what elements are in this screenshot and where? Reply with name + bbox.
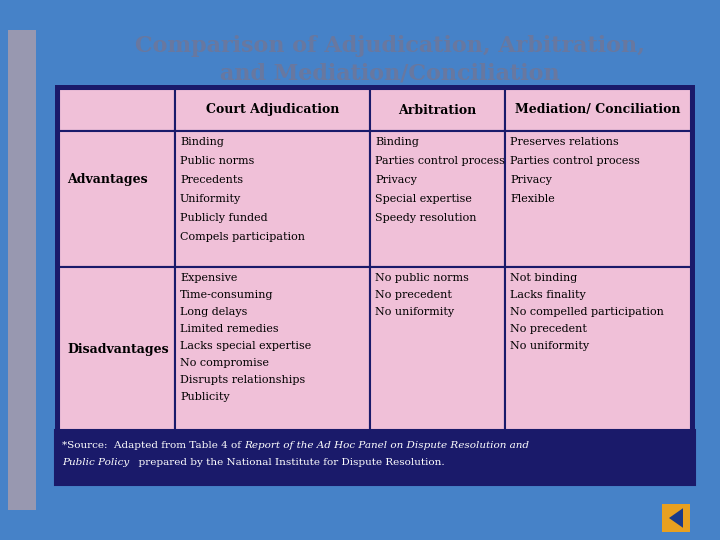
Text: Disadvantages: Disadvantages bbox=[67, 342, 168, 355]
Text: No precedent: No precedent bbox=[375, 290, 452, 300]
Bar bbox=[175, 89, 370, 131]
Text: Flexible: Flexible bbox=[510, 194, 554, 204]
Bar bbox=[55, 85, 695, 485]
Text: Advantages: Advantages bbox=[67, 172, 148, 186]
Text: Expensive: Expensive bbox=[180, 273, 238, 283]
Text: Parties control process: Parties control process bbox=[375, 156, 505, 166]
Text: *Source:  Adapted from Table 4 of: *Source: Adapted from Table 4 of bbox=[62, 441, 244, 450]
Text: Limited remedies: Limited remedies bbox=[180, 324, 279, 334]
Text: Uniformity: Uniformity bbox=[180, 194, 241, 204]
Bar bbox=[505, 131, 691, 267]
Text: Report of the Ad Hoc Panel on Dispute Resolution and: Report of the Ad Hoc Panel on Dispute Re… bbox=[244, 441, 529, 450]
Text: Not binding: Not binding bbox=[510, 273, 577, 283]
Text: Publicly funded: Publicly funded bbox=[180, 213, 268, 223]
Text: No compromise: No compromise bbox=[180, 358, 269, 368]
Text: Privacy: Privacy bbox=[510, 175, 552, 185]
Text: Binding: Binding bbox=[375, 137, 419, 147]
Text: No public norms: No public norms bbox=[375, 273, 469, 283]
Text: No compelled participation: No compelled participation bbox=[510, 307, 664, 317]
Text: Comparison of Adjudication, Arbitration,
and Mediation/Conciliation: Comparison of Adjudication, Arbitration,… bbox=[135, 35, 645, 84]
Bar bbox=[370, 89, 505, 131]
Text: Long delays: Long delays bbox=[180, 307, 248, 317]
Text: Binding: Binding bbox=[180, 137, 224, 147]
Bar bbox=[55, 430, 695, 485]
Bar bbox=[59, 267, 175, 481]
Text: Parties control process: Parties control process bbox=[510, 156, 640, 166]
Bar bbox=[175, 267, 370, 481]
Text: Disrupts relationships: Disrupts relationships bbox=[180, 375, 305, 385]
Bar bbox=[59, 131, 175, 267]
Bar bbox=[505, 89, 691, 131]
Text: Public norms: Public norms bbox=[180, 156, 254, 166]
Text: Publicity: Publicity bbox=[180, 392, 230, 402]
Text: Privacy: Privacy bbox=[375, 175, 417, 185]
Bar bbox=[59, 89, 175, 131]
Bar bbox=[370, 267, 505, 481]
Text: No uniformity: No uniformity bbox=[375, 307, 454, 317]
Text: Mediation/ Conciliation: Mediation/ Conciliation bbox=[516, 104, 680, 117]
Text: Lacks finality: Lacks finality bbox=[510, 290, 586, 300]
Text: Preserves relations: Preserves relations bbox=[510, 137, 618, 147]
Text: prepared by the National Institute for Dispute Resolution.: prepared by the National Institute for D… bbox=[132, 458, 445, 467]
Text: Time-consuming: Time-consuming bbox=[180, 290, 274, 300]
Text: Compels participation: Compels participation bbox=[180, 232, 305, 242]
Bar bbox=[175, 131, 370, 267]
Text: Special expertise: Special expertise bbox=[375, 194, 472, 204]
Text: No uniformity: No uniformity bbox=[510, 341, 589, 351]
Bar bbox=[505, 267, 691, 481]
Polygon shape bbox=[669, 508, 683, 528]
Bar bbox=[662, 504, 690, 532]
Text: Speedy resolution: Speedy resolution bbox=[375, 213, 477, 223]
Bar bbox=[8, 30, 36, 510]
Text: Public Policy: Public Policy bbox=[62, 458, 130, 467]
Text: Precedents: Precedents bbox=[180, 175, 243, 185]
Text: No precedent: No precedent bbox=[510, 324, 587, 334]
Text: Arbitration: Arbitration bbox=[398, 104, 477, 117]
Bar bbox=[370, 131, 505, 267]
Text: Court Adjudication: Court Adjudication bbox=[206, 104, 339, 117]
Text: Lacks special expertise: Lacks special expertise bbox=[180, 341, 311, 351]
